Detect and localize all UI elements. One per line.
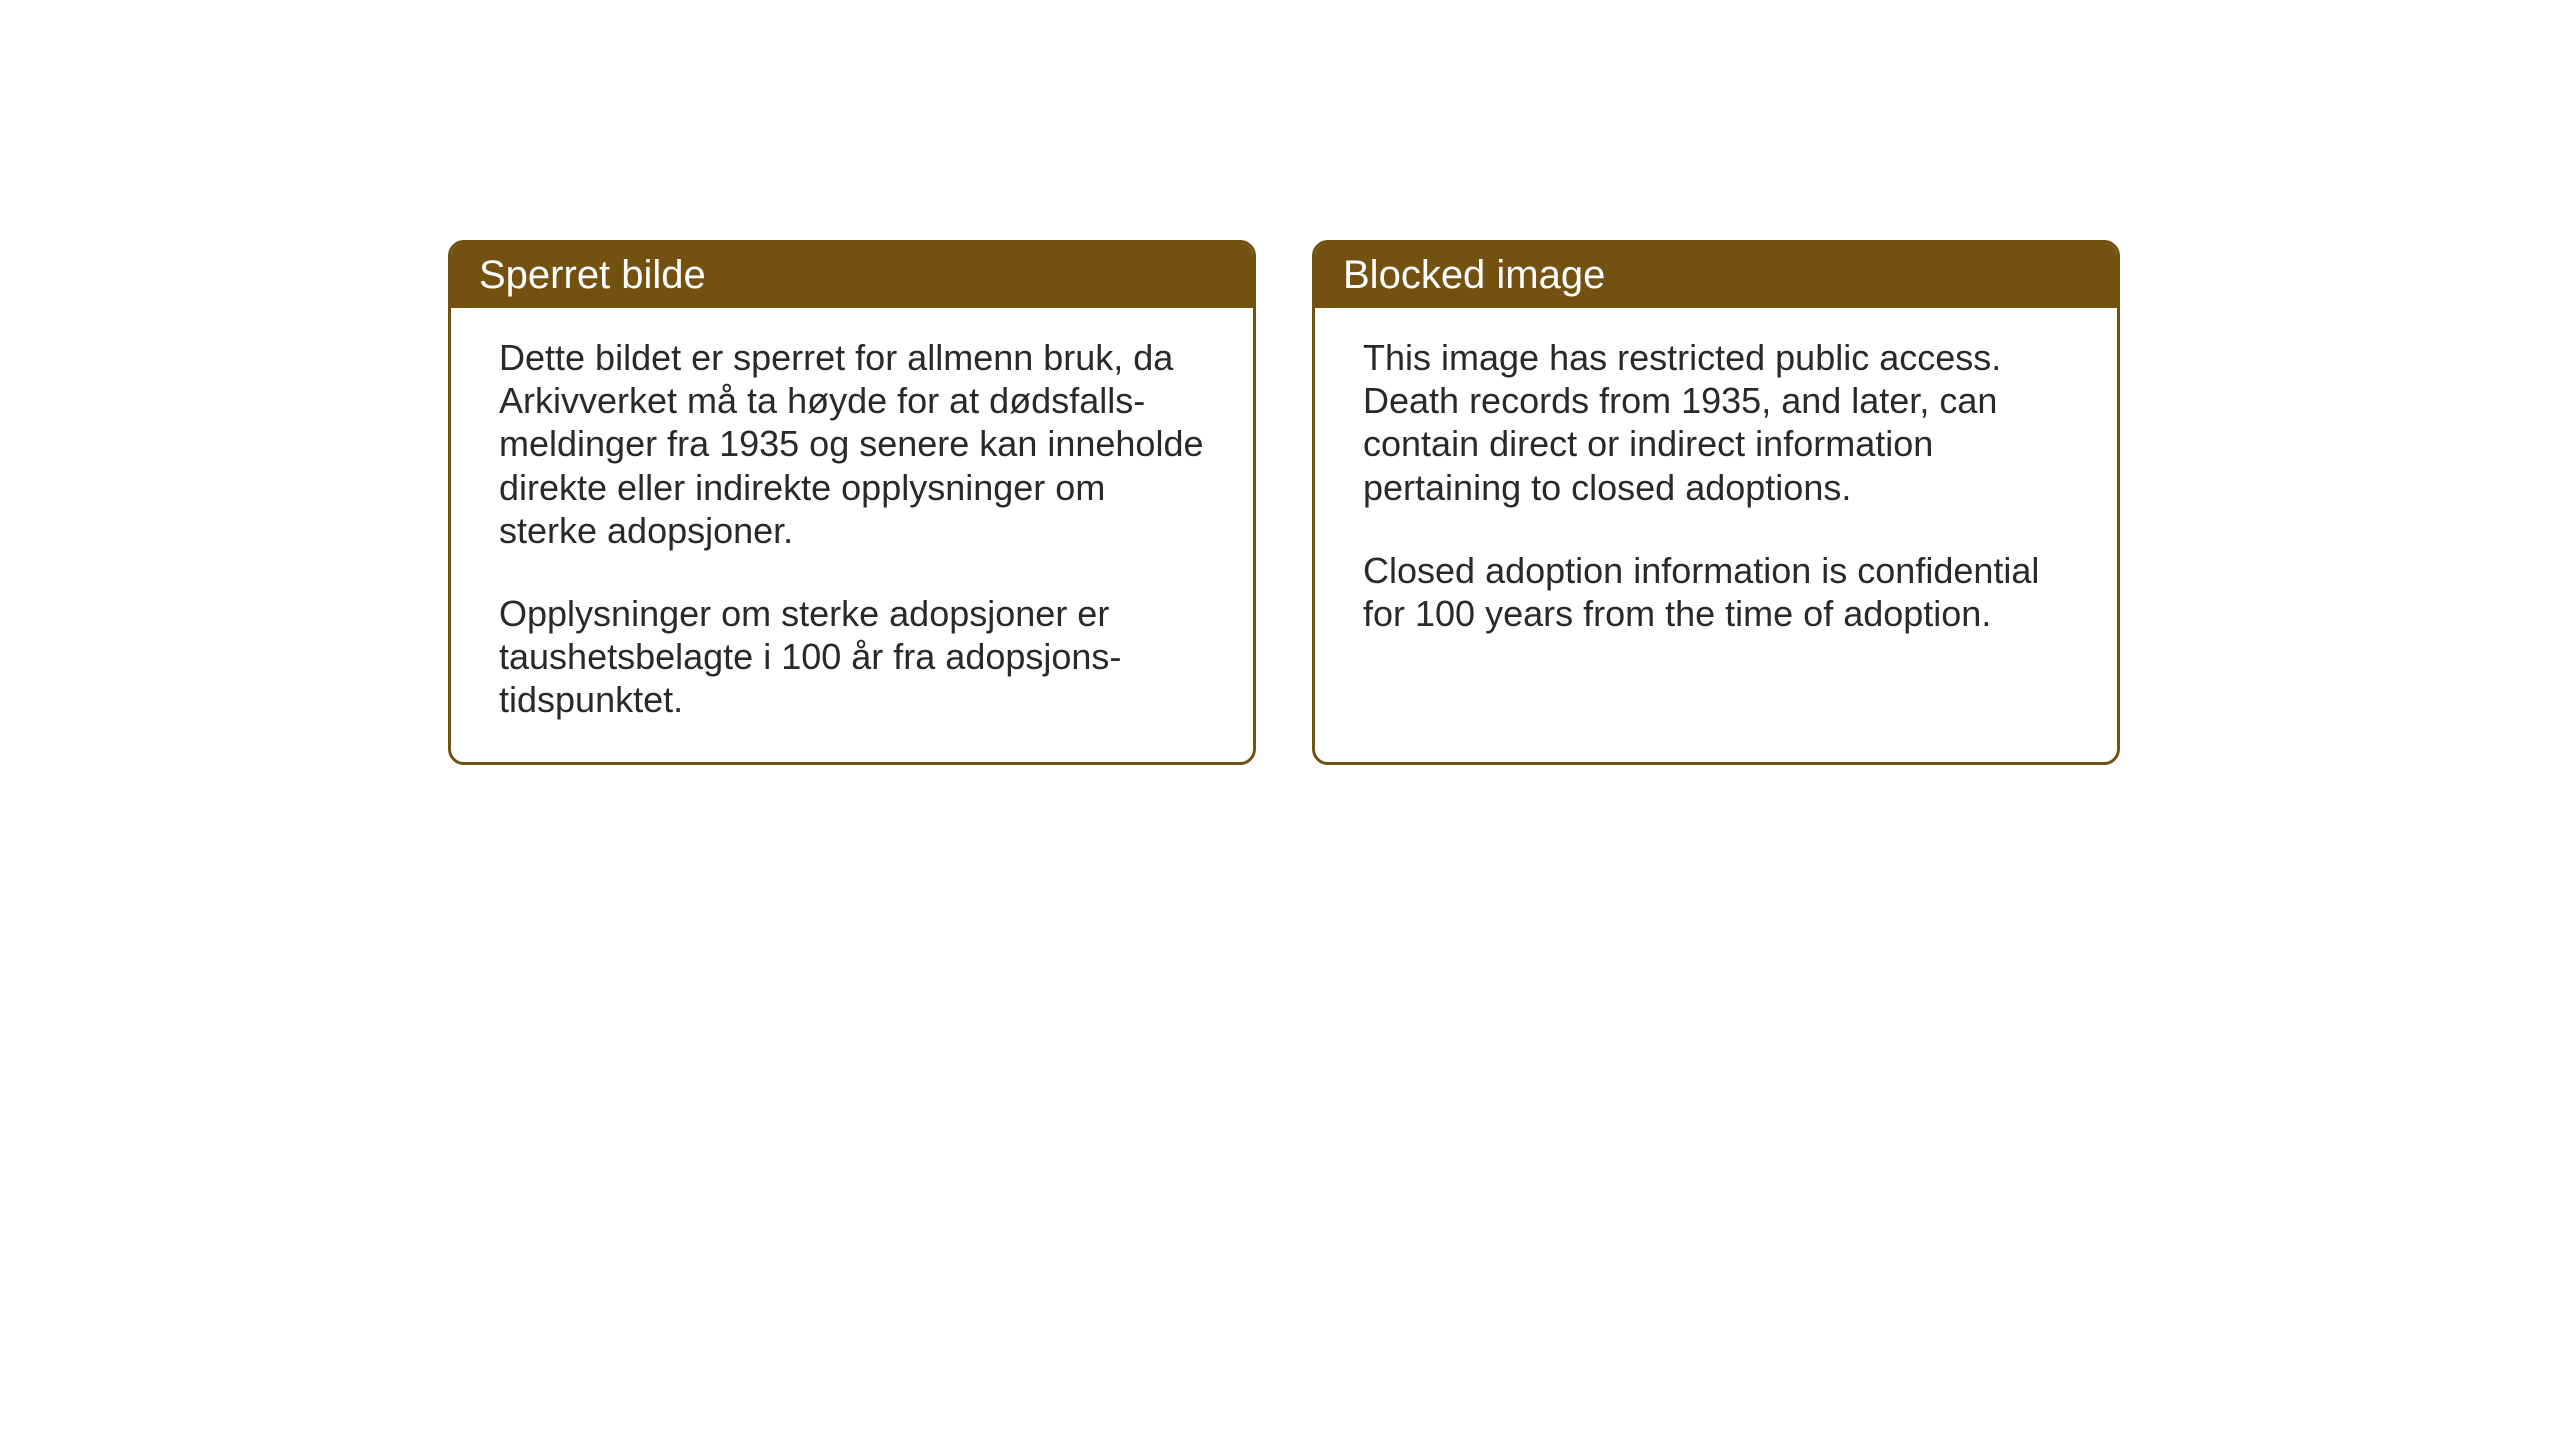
- notice-box-english: Blocked image This image has restricted …: [1312, 240, 2120, 765]
- notice-container: Sperret bilde Dette bildet er sperret fo…: [448, 240, 2120, 765]
- notice-body-english: This image has restricted public access.…: [1315, 308, 2117, 675]
- notice-header-english: Blocked image: [1315, 243, 2117, 308]
- notice-paragraph-2-norwegian: Opplysninger om sterke adopsjoner er tau…: [499, 592, 1205, 722]
- notice-title-english: Blocked image: [1343, 253, 1605, 297]
- notice-header-norwegian: Sperret bilde: [451, 243, 1253, 308]
- notice-body-norwegian: Dette bildet er sperret for allmenn bruk…: [451, 308, 1253, 762]
- notice-paragraph-2-english: Closed adoption information is confident…: [1363, 549, 2069, 635]
- notice-paragraph-1-english: This image has restricted public access.…: [1363, 336, 2069, 509]
- notice-box-norwegian: Sperret bilde Dette bildet er sperret fo…: [448, 240, 1256, 765]
- notice-paragraph-1-norwegian: Dette bildet er sperret for allmenn bruk…: [499, 336, 1205, 552]
- notice-title-norwegian: Sperret bilde: [479, 253, 706, 297]
